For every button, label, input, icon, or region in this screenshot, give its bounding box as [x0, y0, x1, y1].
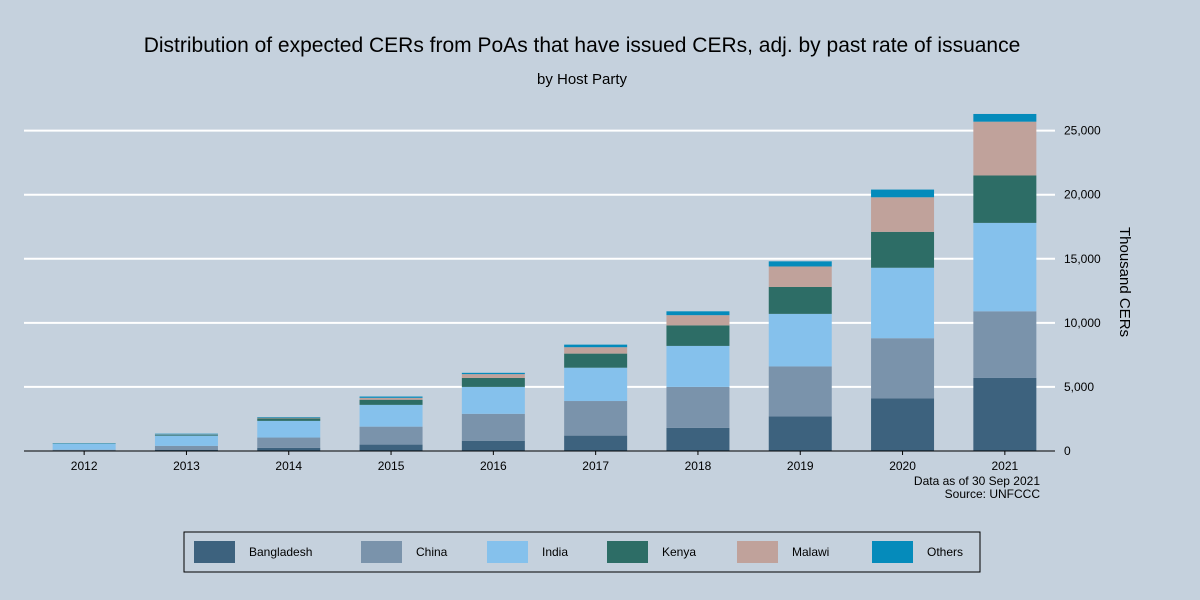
x-tick-label: 2018 — [685, 459, 712, 473]
bar-bangladesh-2018 — [666, 427, 730, 451]
bar-others-2019 — [768, 261, 832, 267]
y-tick-label: 20,000 — [1064, 188, 1101, 202]
bar-malawi-2019 — [768, 266, 832, 287]
source-note: Source: UNFCCC — [945, 487, 1041, 501]
bar-kenya-2013 — [154, 434, 218, 436]
bar-china-2012 — [52, 449, 116, 451]
bar-bangladesh-2017 — [564, 435, 628, 451]
x-tick-label: 2016 — [480, 459, 507, 473]
legend-swatch-malawi — [737, 541, 778, 563]
bar-india-2014 — [257, 420, 321, 438]
bar-others-2015 — [359, 396, 423, 398]
bar-kenya-2016 — [461, 377, 525, 387]
bar-china-2016 — [461, 413, 525, 441]
bar-bangladesh-2014 — [257, 447, 321, 451]
bar-bangladesh-2016 — [461, 440, 525, 451]
bar-china-2013 — [154, 445, 218, 450]
legend-label-malawi: Malawi — [792, 545, 829, 559]
bar-india-2019 — [768, 313, 832, 367]
bar-malawi-2015 — [359, 397, 423, 400]
bar-kenya-2020 — [871, 231, 935, 268]
y-tick-label: 25,000 — [1064, 124, 1101, 138]
bar-bangladesh-2015 — [359, 444, 423, 451]
legend-label-kenya: Kenya — [662, 545, 696, 559]
bar-others-2018 — [666, 311, 730, 316]
bar-others-2017 — [564, 344, 628, 348]
bar-china-2019 — [768, 366, 832, 417]
bar-others-2016 — [461, 372, 525, 375]
bar-kenya-2021 — [973, 175, 1037, 223]
y-tick-label: 15,000 — [1064, 252, 1101, 266]
bar-malawi-2018 — [666, 315, 730, 326]
bar-india-2021 — [973, 222, 1037, 312]
x-tick-label: 2019 — [787, 459, 814, 473]
bar-others-2021 — [973, 113, 1037, 122]
legend-swatch-bangladesh — [194, 541, 235, 563]
bar-bangladesh-2020 — [871, 398, 935, 451]
legend-swatch-others — [872, 541, 913, 563]
x-tick-label: 2017 — [582, 459, 609, 473]
bar-bangladesh-2013 — [154, 449, 218, 451]
bar-others-2013 — [154, 433, 218, 435]
bar-china-2015 — [359, 426, 423, 445]
bar-bangladesh-2019 — [768, 416, 832, 451]
bar-bangladesh-2021 — [973, 377, 1037, 451]
x-axis-ticks: 2012 2013 2014 2015 2016 2017 2018 2019 2020 2021 — [71, 451, 1019, 473]
y-axis-label: Thousand CERs — [1116, 227, 1133, 337]
bar-malawi-2017 — [564, 347, 628, 354]
legend-label-china: China — [416, 545, 448, 559]
chart-title: Distribution of expected CERs from PoAs … — [144, 34, 1021, 57]
bar-others-2020 — [871, 189, 935, 198]
data-date-note: Data as of 30 Sep 2021 — [914, 474, 1040, 488]
bar-malawi-2021 — [973, 121, 1037, 176]
bar-china-2021 — [973, 311, 1037, 378]
bar-india-2016 — [461, 386, 525, 414]
legend-swatch-kenya — [607, 541, 648, 563]
x-tick-label: 2013 — [173, 459, 200, 473]
bar-india-2020 — [871, 267, 935, 339]
bar-malawi-2014 — [257, 417, 321, 419]
bar-china-2020 — [871, 338, 935, 399]
bar-kenya-2017 — [564, 353, 628, 368]
legend-swatch-india — [487, 541, 528, 563]
legend-label-others: Others — [927, 545, 963, 559]
y-axis-ticks: 0 5,000 10,000 15,000 20,000 25,000 — [1064, 124, 1101, 458]
x-tick-label: 2020 — [889, 459, 916, 473]
bar-kenya-2018 — [666, 325, 730, 346]
bar-china-2017 — [564, 401, 628, 436]
bar-malawi-2020 — [871, 197, 935, 232]
legend-label-india: India — [542, 545, 568, 559]
bar-others-2014 — [257, 417, 321, 418]
y-tick-label: 5,000 — [1064, 380, 1094, 394]
bar-china-2014 — [257, 437, 321, 448]
chart-subtitle: by Host Party — [537, 71, 628, 88]
legend-label-bangladesh: Bangladesh — [249, 545, 312, 559]
bar-kenya-2015 — [359, 399, 423, 405]
bar-kenya-2014 — [257, 418, 321, 421]
x-tick-label: 2015 — [378, 459, 405, 473]
bar-india-2015 — [359, 404, 423, 427]
bar-india-2018 — [666, 345, 730, 387]
legend-swatch-china — [361, 541, 402, 563]
x-tick-label: 2014 — [275, 459, 302, 473]
bars — [52, 113, 1037, 451]
bar-india-2017 — [564, 367, 628, 402]
bar-china-2018 — [666, 386, 730, 428]
y-tick-label: 10,000 — [1064, 316, 1101, 330]
legend: Bangladesh China India Kenya Malawi Others — [194, 541, 963, 563]
x-tick-label: 2012 — [71, 459, 98, 473]
legend-box — [183, 531, 981, 573]
bar-india-2013 — [154, 435, 218, 446]
x-tick-label: 2021 — [991, 459, 1018, 473]
bar-kenya-2019 — [768, 286, 832, 314]
y-tick-label: 0 — [1064, 444, 1071, 458]
bar-malawi-2016 — [461, 374, 525, 378]
bar-india-2012 — [52, 443, 116, 450]
